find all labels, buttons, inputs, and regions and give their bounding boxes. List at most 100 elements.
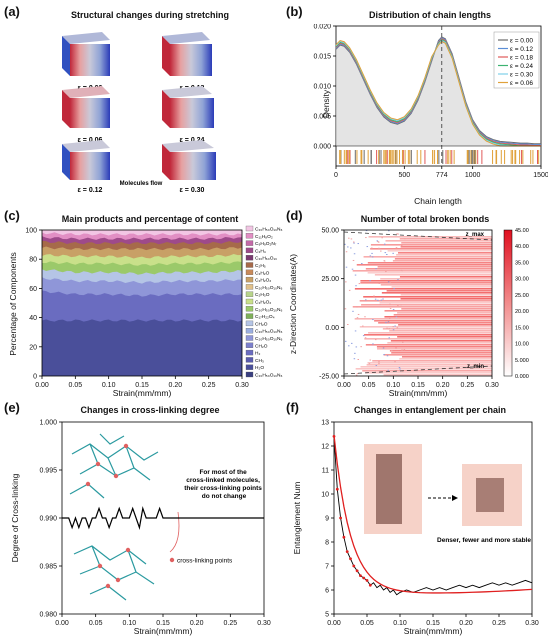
heat-speck (403, 349, 406, 351)
legend-swatch-c (245, 371, 254, 378)
legend-label-c: C₂₀H₅₀O₁₀N₆ (255, 329, 283, 335)
legend-swatch-c (245, 240, 254, 246)
zmin-label: z_min (467, 364, 484, 370)
heat-stripe (401, 356, 492, 358)
legend-swatch-c (245, 298, 254, 305)
rug-mark (492, 150, 494, 164)
b-ytick-label: 0.005 (313, 114, 331, 121)
heat-speck (383, 353, 385, 355)
chart-f: Denser, fewer and more stable 0.00 0.05 0.… (292, 420, 539, 637)
legend-label-c: C₂₀H₅₀O₁₀N₆ (255, 336, 283, 342)
legend-swatch-c (245, 335, 254, 341)
rug-mark (343, 150, 345, 164)
rug-mark (383, 150, 385, 164)
fit-point (368, 583, 372, 587)
zmax-label: z_max (466, 232, 485, 238)
rug-mark (376, 150, 378, 164)
rug-mark (447, 150, 449, 164)
c-xtick-label: 0.25 (202, 382, 216, 389)
heat-stripe (367, 262, 492, 264)
heat-stripe (382, 328, 492, 330)
colorbar-label: 10.00 (515, 342, 529, 348)
heat-stripe (363, 256, 492, 258)
heat-speck (397, 305, 399, 307)
heat-stripe (387, 250, 492, 252)
heat-stripe (376, 346, 492, 348)
rug-mark (445, 150, 447, 164)
heat-stripe (385, 240, 492, 242)
d-ylabel: z-Direction Coordinates(A) (288, 254, 298, 354)
rug-mark (409, 150, 411, 164)
heat-speck (388, 328, 391, 330)
heat-speck (384, 252, 387, 254)
heat-speck (373, 295, 375, 297)
heat-speck (393, 288, 395, 290)
d-ytick-label: 50.00 (321, 228, 339, 235)
heat-stripe (400, 298, 492, 300)
heat-speck (354, 330, 357, 332)
rug-mark (389, 150, 391, 164)
heat-speck (353, 358, 356, 360)
heat-speck (371, 247, 373, 249)
legend-label-b: ε = 0.00 (510, 38, 533, 45)
b-xlabel: Chain length (414, 196, 462, 206)
heat-speck (355, 374, 358, 376)
heat-stripe (381, 292, 492, 294)
heat-speck (345, 281, 347, 283)
strain-label-4: ε = 0.12 (78, 187, 103, 194)
colorbar-ticks: 0.000 5.000 10.00 15.00 20.00 25.00 30.00 35.00… (515, 228, 529, 380)
rug-mark (437, 150, 439, 164)
ytick-label: 0.980 (39, 612, 57, 619)
entangle-image-2 (462, 464, 522, 526)
heat-speck (392, 326, 394, 328)
fit-curve (333, 435, 533, 594)
heat-stripe (399, 238, 492, 240)
panel-label-b: (b) (286, 4, 303, 19)
heat-speck (399, 368, 401, 370)
rug-mark (399, 150, 401, 164)
box-0-18 (162, 32, 212, 76)
heat-speck (350, 247, 352, 249)
heat-speck (378, 361, 380, 363)
rug-mark (410, 150, 412, 164)
area-layer-0 (42, 319, 242, 376)
heat-stripe (360, 366, 492, 368)
heat-speck (388, 230, 390, 232)
rug-mark (396, 150, 398, 164)
rug-mark (370, 150, 372, 164)
heat-speck (397, 233, 399, 235)
colorbar-label: 25.00 (515, 293, 529, 299)
heat-stripe (398, 324, 492, 326)
ytick-label: 10 (321, 492, 329, 499)
heat-stripe (367, 272, 492, 274)
rug-mark (354, 150, 356, 164)
legend-label-b: ε = 0.24 (510, 63, 533, 70)
legend-label-c: CH₂O (255, 321, 268, 327)
d-ytick-label: 25.00 (321, 276, 339, 283)
box-0-12 (62, 140, 110, 180)
rug-mark (442, 150, 444, 164)
axis-ticks-c: 0.00 0.05 0.10 0.15 0.20 0.25 0.30 0 20 40 60 80 100 (25, 228, 249, 390)
rug-mark (340, 150, 342, 164)
e-xlabel: Strain(mm/mm) (134, 626, 193, 636)
fit-point (335, 487, 339, 491)
legend-swatch-c (245, 313, 254, 319)
heat-stripe (379, 302, 492, 304)
rug-mark (495, 150, 497, 164)
heat-stripe (399, 358, 492, 360)
fit-point (365, 579, 369, 582)
heat-stripe (383, 354, 492, 356)
heat-speck (364, 316, 366, 318)
d-xtick-label: 0.15 (411, 382, 425, 389)
heat-stripe (397, 312, 492, 314)
rug-mark (347, 150, 349, 164)
legend-label-c: C₂H₂O₂ (255, 278, 271, 284)
heat-stripe (400, 246, 492, 248)
heat-speck (386, 254, 388, 256)
heat-speck (344, 340, 347, 342)
legend-swatch-c (245, 291, 254, 297)
rug-mark (361, 150, 363, 164)
heat-stripe (354, 288, 492, 290)
rug-mark (348, 150, 350, 164)
heat-speck (388, 317, 391, 319)
